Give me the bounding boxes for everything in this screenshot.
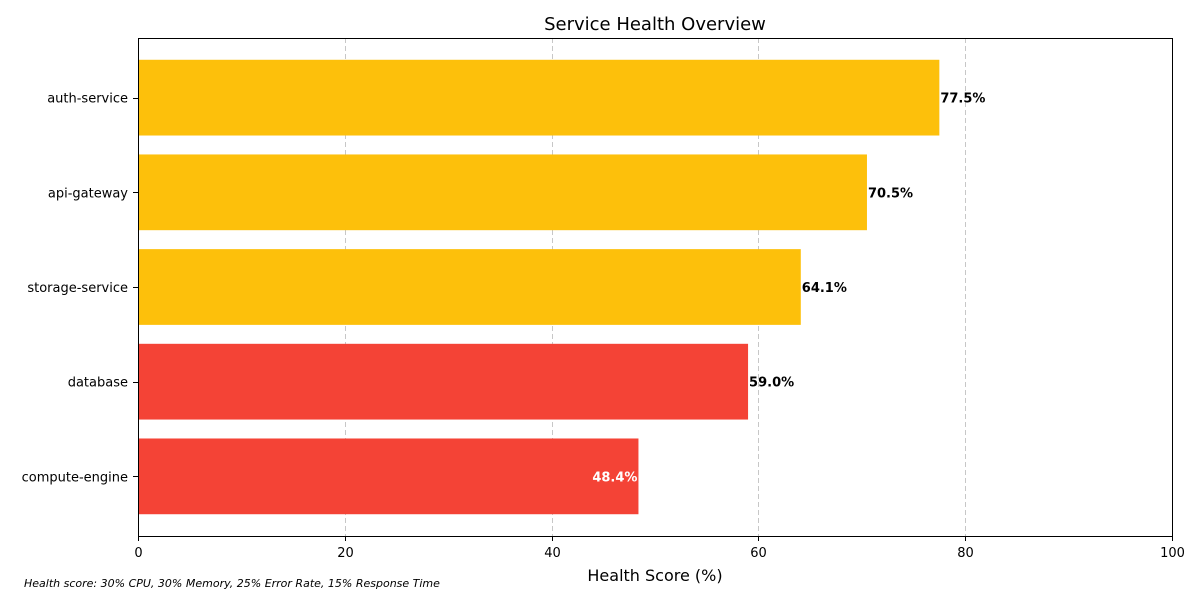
x-tick-label: 40 bbox=[544, 546, 561, 561]
chart-title: Service Health Overview bbox=[544, 14, 766, 35]
data-label: 77.5% bbox=[940, 92, 985, 107]
bar bbox=[138, 438, 639, 515]
data-label: 64.1% bbox=[802, 281, 847, 296]
x-tick-label: 0 bbox=[134, 546, 142, 561]
data-label: 70.5% bbox=[868, 186, 913, 201]
bar bbox=[138, 154, 867, 231]
footnote: Health score: 30% CPU, 30% Memory, 25% E… bbox=[24, 577, 440, 590]
x-tick-label: 100 bbox=[1160, 546, 1185, 561]
bar bbox=[138, 249, 801, 325]
bar bbox=[138, 59, 940, 136]
y-tick-label: auth-service bbox=[47, 92, 128, 107]
bar bbox=[138, 343, 749, 420]
bars bbox=[138, 59, 940, 515]
x-tick-label: 20 bbox=[337, 546, 354, 561]
y-tick-label: storage-service bbox=[27, 281, 128, 296]
x-axis-label: Health Score (%) bbox=[587, 566, 722, 585]
value-labels: 77.5% 70.5% 64.1% 59.0% 48.4% bbox=[592, 92, 985, 486]
plot-frame bbox=[138, 38, 1173, 537]
data-label: 59.0% bbox=[749, 376, 794, 391]
data-label: 48.4% bbox=[592, 470, 637, 485]
y-tick-label: compute-engine bbox=[22, 470, 128, 485]
y-tick-label: database bbox=[68, 376, 128, 391]
x-tick-label: 60 bbox=[750, 546, 767, 561]
y-tick-label: api-gateway bbox=[48, 186, 128, 201]
x-axis-ticks: 0 20 40 60 80 100 bbox=[134, 536, 1185, 561]
x-tick-label: 80 bbox=[957, 546, 974, 561]
y-axis-ticks: auth-service api-gateway storage-service da… bbox=[22, 92, 138, 485]
